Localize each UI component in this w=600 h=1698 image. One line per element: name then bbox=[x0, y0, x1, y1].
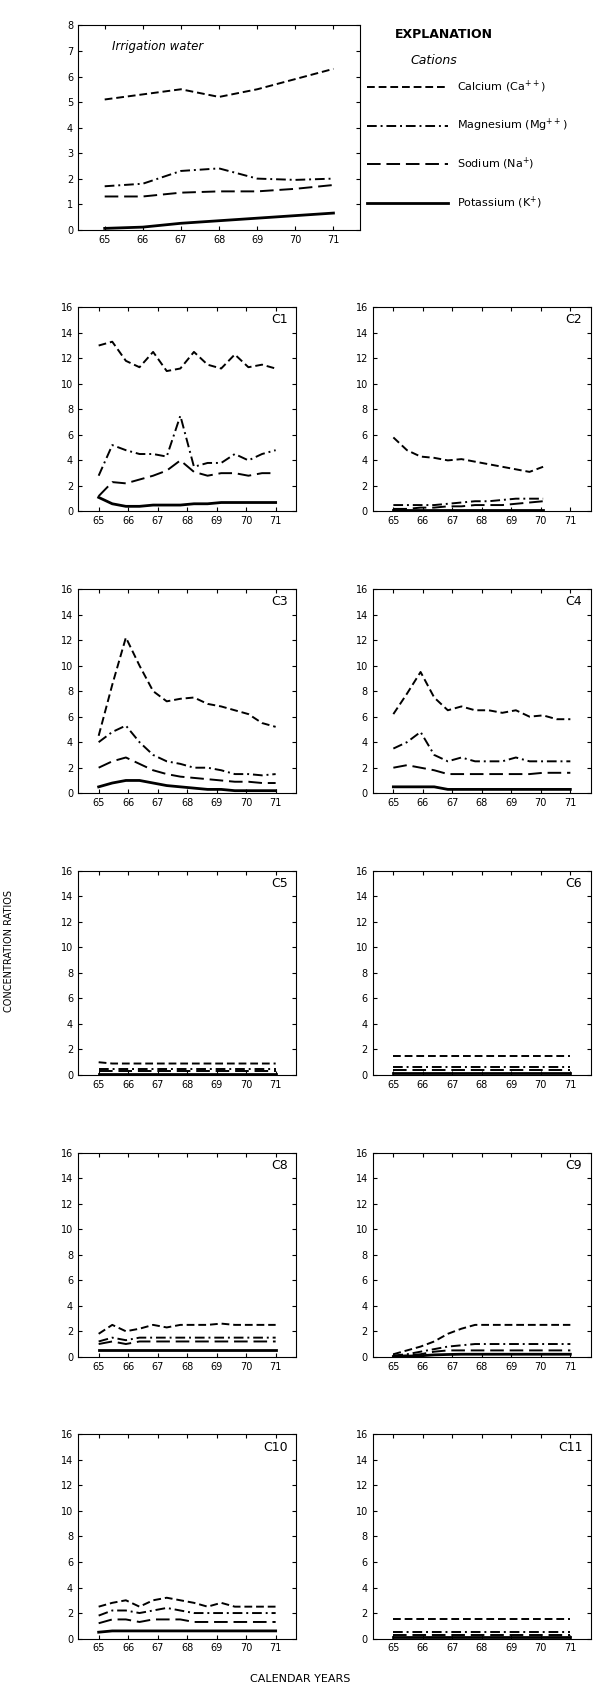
Text: Magnesium (Mg$^{++}$): Magnesium (Mg$^{++}$) bbox=[457, 117, 568, 134]
Text: C4: C4 bbox=[566, 596, 582, 608]
Text: CONCENTRATION RATIOS: CONCENTRATION RATIOS bbox=[4, 890, 14, 1012]
Text: Potassium (K$^{+}$): Potassium (K$^{+}$) bbox=[457, 195, 542, 211]
Text: Cations: Cations bbox=[411, 54, 458, 66]
Text: C5: C5 bbox=[271, 876, 287, 890]
Text: Sodium (Na$^{+}$): Sodium (Na$^{+}$) bbox=[457, 156, 535, 173]
Text: CALENDAR YEARS: CALENDAR YEARS bbox=[250, 1674, 350, 1684]
Text: Calcium (Ca$^{++}$): Calcium (Ca$^{++}$) bbox=[457, 78, 546, 95]
Text: C9: C9 bbox=[566, 1158, 582, 1172]
Text: C6: C6 bbox=[566, 876, 582, 890]
Text: EXPLANATION: EXPLANATION bbox=[395, 27, 493, 41]
Text: C1: C1 bbox=[271, 314, 287, 326]
Text: C3: C3 bbox=[271, 596, 287, 608]
Text: Irrigation water: Irrigation water bbox=[112, 39, 203, 53]
Text: C11: C11 bbox=[558, 1440, 582, 1453]
Text: C10: C10 bbox=[263, 1440, 287, 1453]
Text: C2: C2 bbox=[566, 314, 582, 326]
Text: C8: C8 bbox=[271, 1158, 287, 1172]
